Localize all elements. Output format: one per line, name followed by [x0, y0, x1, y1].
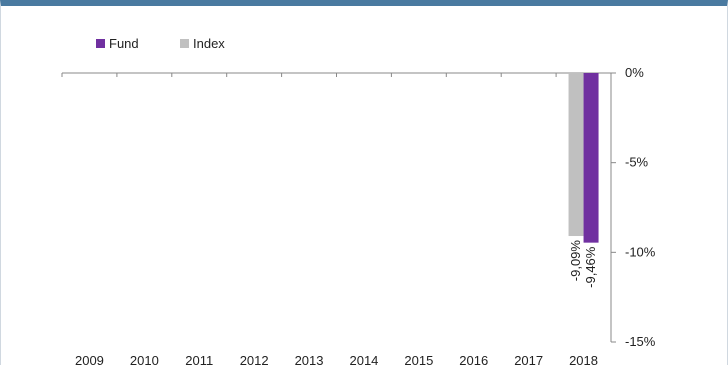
x-tick-label: 2012	[240, 353, 269, 368]
data-label-fund: -9,46%	[583, 246, 598, 288]
x-tick-label: 2016	[459, 353, 488, 368]
x-tick-label: 2011	[185, 353, 213, 368]
y-tick-label: -5%	[625, 155, 649, 170]
legend-label-index: Index	[193, 36, 225, 51]
x-tick-label: 2010	[130, 353, 159, 368]
bar-fund	[583, 73, 599, 243]
legend-label-fund: Fund	[109, 36, 139, 51]
x-tick-label: 2014	[349, 353, 378, 368]
legend-swatch-fund	[96, 39, 105, 48]
y-tick-label: -15%	[625, 334, 656, 349]
x-tick-label: 2017	[514, 353, 543, 368]
bar-index	[568, 73, 584, 237]
y-tick-label: 0%	[625, 65, 644, 80]
y-tick-label: -10%	[625, 244, 656, 259]
x-tick-label: 2015	[404, 353, 433, 368]
legend-swatch-index	[180, 39, 189, 48]
bar-chart: 0% -5% -10% -15% 2009 2010 2011 2012 2013 2014 201…	[61, 36, 656, 368]
x-tick-label: 2009	[75, 353, 104, 368]
data-label-index: -9,09%	[568, 240, 583, 282]
x-tick-label: 2018	[569, 353, 598, 368]
x-tick-label: 2013	[295, 353, 324, 368]
